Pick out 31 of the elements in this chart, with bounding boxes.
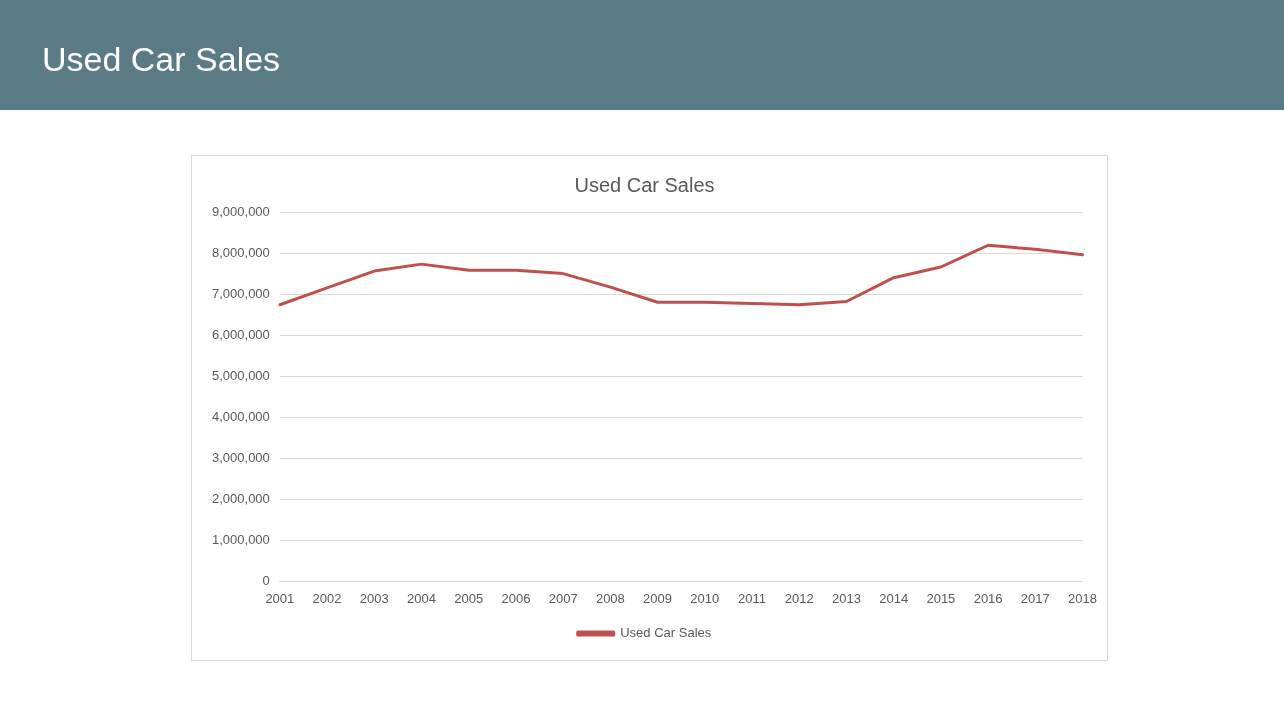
y-tick-label: 4,000,000 <box>211 408 270 424</box>
x-tick-label: 2005 <box>454 590 484 606</box>
y-tick-label: 2,000,000 <box>211 490 270 506</box>
text: Used Car Sales <box>42 40 281 79</box>
chart-title: Used Car Sales <box>574 173 715 196</box>
x-tick-label: 2017 <box>1020 590 1050 606</box>
y-tick-label: 3,000,000 <box>211 449 270 465</box>
legend-label: Used Car Sales <box>620 625 712 641</box>
x-tick-label: 2015 <box>926 590 956 606</box>
x-tick-label: 2016 <box>973 590 1003 606</box>
x-tick-label: 2001 <box>265 590 295 606</box>
x-tick-label: 2018 <box>1068 590 1097 606</box>
y-tick-label: 8,000,000 <box>211 244 270 260</box>
x-tick-label: 2002 <box>312 590 342 606</box>
x-tick-label: 2009 <box>643 590 673 606</box>
y-tick-label: 1,000,000 <box>211 531 270 547</box>
x-tick-label: 2007 <box>548 590 578 606</box>
x-tick-label: 2014 <box>879 590 909 606</box>
x-tick-label: 2011 <box>738 590 766 606</box>
y-tick-label: 7,000,000 <box>211 285 270 301</box>
x-tick-label: 2012 <box>784 590 814 606</box>
y-tick-label: 9,000,000 <box>211 203 270 219</box>
y-tick-label: 0 <box>262 572 270 588</box>
x-tick-label: 2013 <box>831 590 861 606</box>
y-tick-label: 6,000,000 <box>211 326 270 342</box>
y-tick-label: 5,000,000 <box>211 367 270 383</box>
x-tick-label: 2003 <box>359 590 389 606</box>
x-tick-label: 2004 <box>407 590 436 606</box>
x-tick-label: 2010 <box>690 590 720 606</box>
x-tick-label: 2006 <box>501 590 531 606</box>
x-tick-label: 2008 <box>595 590 625 606</box>
